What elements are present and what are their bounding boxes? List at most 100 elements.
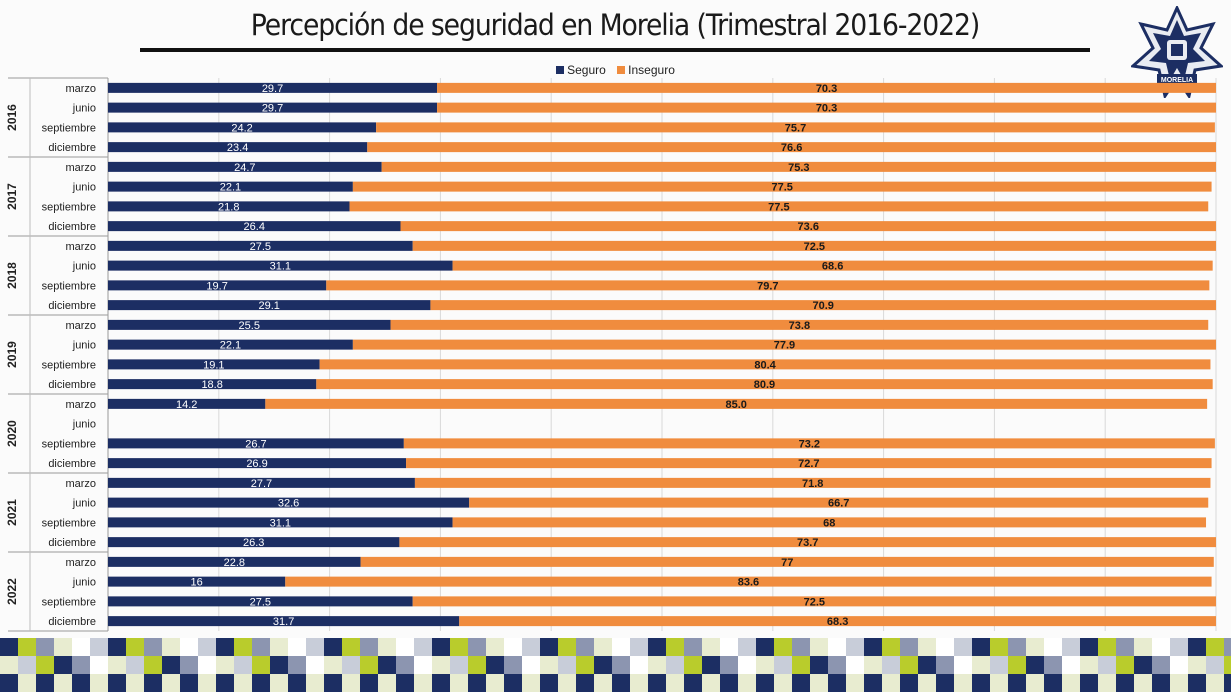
footer-tile: [720, 638, 738, 656]
stacked-bar-chart: marzo 29.7 70.3 junio 29.7 70.3 septiembre 24.2…: [5, 77, 1217, 632]
bar-seguro: [108, 556, 361, 567]
footer-tile: [288, 638, 306, 656]
data-label-seguro: 31.1: [270, 261, 291, 273]
footer-tile: [198, 674, 216, 692]
footer-tile: [396, 638, 414, 656]
category-label: diciembre: [48, 537, 96, 549]
footer-tile: [360, 656, 378, 674]
footer-tile: [504, 674, 522, 692]
bar-inseguro: [452, 517, 1207, 528]
footer-tile: [360, 674, 378, 692]
footer-tile: [1080, 638, 1098, 656]
footer-tile: [1062, 656, 1080, 674]
footer-tile: [288, 674, 306, 692]
year-label: 2018: [5, 262, 19, 289]
footer-tile: [630, 638, 648, 656]
footer-tile: [1044, 656, 1062, 674]
footer-tile: [360, 638, 378, 656]
footer-tile: [0, 656, 18, 674]
footer-tile: [630, 656, 648, 674]
data-label-seguro: 18.8: [201, 379, 222, 391]
footer-tile: [0, 638, 18, 656]
footer-tile: [918, 656, 936, 674]
footer-tile: [342, 656, 360, 674]
footer-tile: [162, 656, 180, 674]
footer-tile: [54, 638, 72, 656]
footer-tile: [72, 656, 90, 674]
badge-text: MORELIA: [1161, 77, 1193, 84]
footer-tile: [216, 638, 234, 656]
bar-seguro: [108, 438, 404, 449]
footer-tile: [648, 674, 666, 692]
footer-tile: [882, 674, 900, 692]
data-label-inseguro: 73.7: [797, 537, 818, 549]
footer-tile: [162, 638, 180, 656]
footer-tile: [450, 638, 468, 656]
category-label: marzo: [65, 83, 96, 95]
footer-tile: [702, 674, 720, 692]
footer-tile: [378, 656, 396, 674]
footer-tile: [576, 656, 594, 674]
bar-inseguro: [265, 398, 1208, 409]
bar-inseguro: [352, 339, 1216, 350]
footer-tile: [540, 638, 558, 656]
data-label-inseguro: 68.3: [827, 616, 848, 628]
footer-tile: [1026, 674, 1044, 692]
data-label-seguro: 32.6: [278, 498, 299, 510]
data-label-seguro: 27.5: [250, 596, 271, 608]
bar-seguro: [108, 576, 286, 587]
footer-tile: [90, 656, 108, 674]
bar-inseguro: [376, 122, 1215, 133]
footer-tile: [468, 638, 486, 656]
bar-seguro: [108, 102, 438, 113]
footer-tile: [594, 674, 612, 692]
footer-tile: [450, 656, 468, 674]
footer-tile: [432, 674, 450, 692]
footer-tile: [72, 674, 90, 692]
footer-tile: [990, 656, 1008, 674]
data-label-seguro: 26.3: [243, 537, 264, 549]
category-label: marzo: [65, 478, 96, 490]
bar-seguro: [108, 379, 317, 390]
footer-tile: [684, 656, 702, 674]
footer-tile: [540, 674, 558, 692]
footer-tile: [1080, 656, 1098, 674]
footer-tile: [306, 674, 324, 692]
footer-tile: [18, 638, 36, 656]
year-label: 2020: [5, 420, 19, 447]
footer-tile: [522, 638, 540, 656]
data-label-seguro: 26.7: [245, 438, 266, 450]
footer-tile: [54, 674, 72, 692]
footer-tile: [882, 638, 900, 656]
bar-seguro: [108, 280, 327, 291]
data-label-inseguro: 77.5: [772, 182, 793, 194]
footer-tile: [612, 674, 630, 692]
bar-seguro: [108, 122, 377, 133]
category-label: diciembre: [48, 458, 96, 470]
footer-tile: [864, 638, 882, 656]
footer-tile: [900, 656, 918, 674]
bar-inseguro: [400, 221, 1217, 232]
footer-tile: [1134, 674, 1152, 692]
footer-tile: [270, 674, 288, 692]
data-label-inseguro: 76.6: [781, 142, 802, 154]
footer-tile: [972, 674, 990, 692]
data-label-seguro: 29.1: [259, 300, 280, 312]
footer-tile: [576, 674, 594, 692]
footer-tile: [108, 638, 126, 656]
bar-inseguro: [414, 477, 1211, 488]
year-label: 2019: [5, 341, 19, 368]
footer-tile: [702, 656, 720, 674]
footer-tile: [738, 638, 756, 656]
data-label-inseguro: 83.6: [738, 577, 759, 589]
footer-tile: [774, 674, 792, 692]
footer-tile: [882, 656, 900, 674]
bar-seguro: [108, 398, 266, 409]
data-label-inseguro: 80.4: [754, 359, 776, 371]
data-label-seguro: 27.7: [251, 478, 272, 490]
footer-tile: [1134, 638, 1152, 656]
year-label: 2017: [5, 183, 19, 210]
footer-tile: [1152, 674, 1170, 692]
bar-seguro: [108, 319, 391, 330]
bar-seguro: [108, 596, 413, 607]
